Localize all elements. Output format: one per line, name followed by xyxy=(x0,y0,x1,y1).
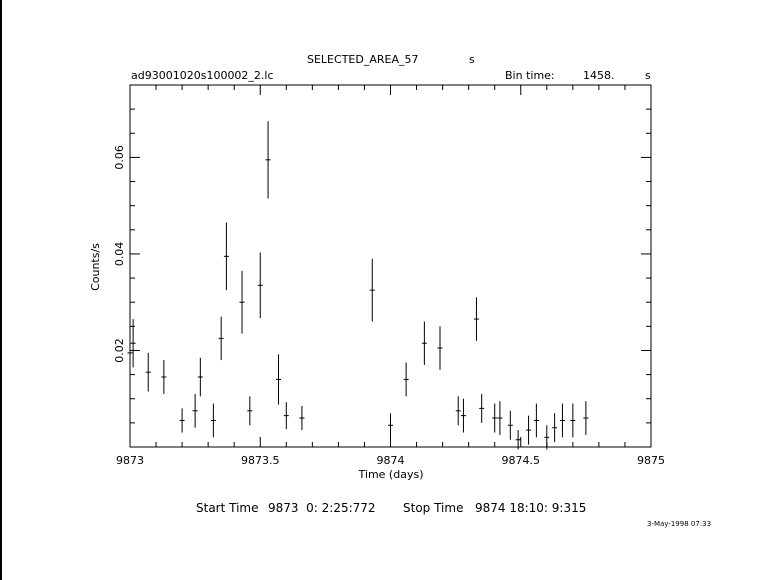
data-point xyxy=(479,393,485,423)
stop-time-label: Stop Time xyxy=(403,501,464,515)
file-name: ad93001020s100002_2.lc xyxy=(131,69,274,82)
data-point xyxy=(515,430,521,450)
bin-time-label: Bin time: xyxy=(505,69,555,82)
data-point xyxy=(526,415,532,445)
plot-title: SELECTED_AREA_57 xyxy=(307,53,419,66)
data-point xyxy=(247,396,253,426)
x-tick-label: 9873 xyxy=(116,454,144,467)
data-point xyxy=(437,326,443,370)
x-tick-label: 9873.5 xyxy=(241,454,280,467)
data-point xyxy=(552,413,558,443)
data-point xyxy=(388,413,393,438)
data-point xyxy=(145,352,151,392)
data-point xyxy=(403,362,409,397)
start-time-value: 9873 0: 2:25:772 xyxy=(268,501,376,515)
data-point xyxy=(299,405,305,431)
data-point xyxy=(473,297,479,341)
y-tick-label: 0.06 xyxy=(113,145,126,170)
date-stamp: 3-May-1998 07:33 xyxy=(647,520,712,528)
data-point xyxy=(455,396,461,426)
data-point xyxy=(210,403,216,438)
data-point xyxy=(127,335,133,370)
data-point xyxy=(257,252,263,319)
bin-time-unit: s xyxy=(645,69,651,82)
data-point xyxy=(559,403,565,438)
plot-title-unit: s xyxy=(469,53,475,66)
data-point xyxy=(570,403,576,438)
y-tick-label: 0.02 xyxy=(113,338,126,363)
x-tick-label: 9875 xyxy=(637,454,665,467)
data-point xyxy=(161,360,167,394)
data-points xyxy=(127,121,589,450)
x-tick-label: 9874.5 xyxy=(502,454,541,467)
data-point xyxy=(460,398,466,433)
y-tick-label: 0.04 xyxy=(113,242,126,267)
data-point xyxy=(421,321,427,365)
data-point xyxy=(369,258,375,322)
data-point xyxy=(533,403,539,438)
x-axis-label: Time (days) xyxy=(358,468,424,481)
bin-time-value: 1458. xyxy=(583,69,615,82)
x-tick-label: 9874 xyxy=(377,454,405,467)
start-time-label: Start Time xyxy=(196,501,259,515)
data-point xyxy=(497,401,503,435)
stop-time-value: 9874 18:10: 9:315 xyxy=(475,501,587,515)
plot-frame-box xyxy=(129,84,652,448)
data-point xyxy=(583,401,589,435)
data-point xyxy=(239,270,245,334)
data-point xyxy=(223,222,229,291)
data-point xyxy=(507,410,513,440)
data-point xyxy=(130,319,136,368)
data-point xyxy=(544,425,550,450)
data-point xyxy=(265,121,271,199)
data-point xyxy=(179,408,185,433)
plot-frame: 9873 9873.5 9874 9874.5 9875 0.02 0.04 0.06 xyxy=(113,84,665,467)
data-point xyxy=(283,402,289,430)
data-point xyxy=(275,354,281,405)
data-point xyxy=(218,316,224,361)
data-point xyxy=(197,357,203,397)
data-point xyxy=(192,393,198,428)
y-axis-label: Counts/s xyxy=(89,243,102,291)
data-point xyxy=(492,403,498,433)
left-border xyxy=(0,0,2,580)
